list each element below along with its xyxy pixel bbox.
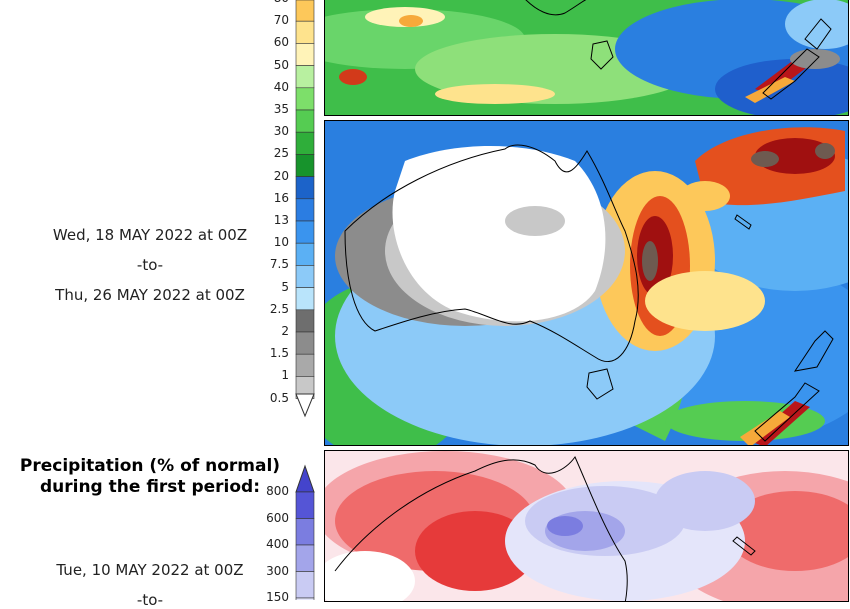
percent-colorbar-label: 300	[266, 563, 289, 578]
percent-colorbar-label: 800	[266, 484, 289, 498]
percent-normal-subtitle: during the first period:	[39, 477, 261, 497]
precip-colorbar-swatch	[295, 20, 315, 44]
precip-colorbar-label: 20	[273, 168, 289, 183]
precip-colorbar-swatch	[295, 309, 315, 333]
precip-colorbar-swatch	[295, 154, 315, 177]
precip-colorbar-label: 25	[273, 146, 289, 161]
precip-colorbar-swatch	[295, 65, 315, 89]
precip-colorbar-swatch	[295, 0, 315, 22]
first-period-separator: -to-	[136, 591, 164, 609]
australia-coastline	[334, 455, 628, 601]
australia-coastline	[344, 144, 639, 363]
precip-colorbar-label: 40	[273, 79, 289, 94]
percent-colorbar-swatch	[295, 491, 315, 519]
map-percent-normal	[324, 450, 849, 602]
tasmania-coast	[590, 40, 614, 70]
precip-colorbar-swatch	[295, 176, 315, 200]
new-zealand-coast	[762, 18, 832, 100]
new-caledonia-coast	[732, 536, 756, 556]
precip-colorbar	[295, 0, 315, 418]
percent-colorbar-label: 600	[266, 510, 289, 525]
second-period-start: Wed, 18 MAY 2022 at 00Z	[52, 226, 248, 244]
precip-colorbar-label: 7.5	[269, 257, 289, 272]
precip-colorbar-label: 2.5	[269, 301, 289, 316]
new-caledonia-coast	[734, 214, 752, 230]
precip-colorbar-label: 0.5	[269, 390, 289, 405]
percent-colorbar-swatch	[295, 597, 315, 600]
precip-colorbar-label: 50	[273, 57, 289, 72]
first-period-start: Tue, 10 MAY 2022 at 00Z	[56, 561, 244, 579]
precip-colorbar-label: 13	[273, 213, 289, 227]
precip-colorbar-swatch	[295, 109, 315, 133]
precip-colorbar-swatch	[295, 87, 315, 111]
coastline	[525, 0, 587, 16]
second-period-separator: -to-	[136, 256, 164, 274]
colorbar-top-arrow	[295, 464, 315, 493]
precip-colorbar-label: 80	[249, 0, 289, 5]
precip-colorbar-label: 16	[273, 190, 289, 205]
precip-colorbar-label: 5	[281, 279, 289, 294]
new-zealand-coast	[754, 330, 834, 442]
colorbar-bottom-arrow	[295, 393, 315, 418]
precip-colorbar-swatch	[295, 198, 315, 222]
percent-normal-title: Precipitation (% of normal)	[19, 456, 281, 476]
precip-colorbar-label: 1.5	[269, 346, 289, 361]
precip-colorbar-swatch	[295, 331, 315, 355]
precip-colorbar-swatch	[295, 131, 315, 155]
tasmania-coast	[586, 368, 614, 400]
precip-colorbar-label: 10	[273, 235, 289, 250]
precip-colorbar-swatch	[295, 353, 315, 377]
map-precip-first-period	[324, 0, 849, 116]
precip-colorbar-label: 2	[281, 324, 289, 338]
percent-colorbar	[295, 464, 315, 600]
map-precip-second-period	[324, 120, 849, 446]
precip-colorbar-label: 60	[273, 35, 289, 50]
precip-colorbar-label: 70	[273, 13, 289, 28]
precip-colorbar-label: 35	[273, 102, 289, 116]
percent-colorbar-swatch	[295, 518, 315, 546]
percent-colorbar-label: 400	[266, 537, 289, 551]
second-period-end: Thu, 26 MAY 2022 at 00Z	[55, 286, 245, 304]
precip-colorbar-label: 1	[281, 368, 289, 383]
precip-colorbar-swatch	[295, 43, 315, 66]
precip-colorbar-label: 30	[273, 124, 289, 139]
